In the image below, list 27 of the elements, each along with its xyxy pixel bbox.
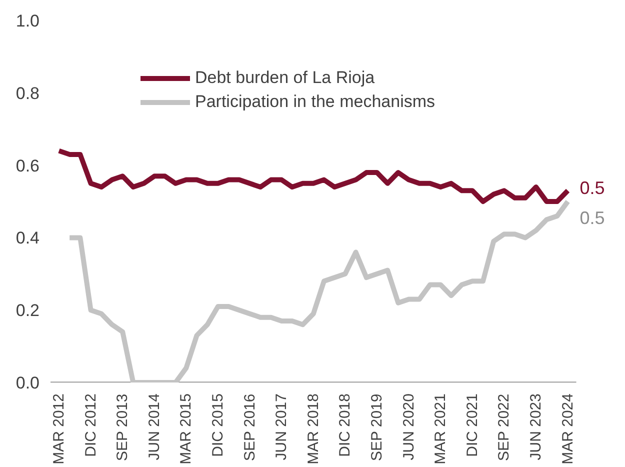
y-tick-label: 0.4	[16, 228, 40, 248]
x-tick-label: MAR 2021	[432, 393, 450, 464]
x-tick-label: JUN 2020	[400, 394, 418, 460]
x-tick-label: SEP 2019	[368, 394, 386, 462]
x-tick-label: JUN 2023	[527, 394, 544, 460]
x-tick-label: SEP 2013	[114, 394, 132, 462]
x-tick-label: DIC 2021	[464, 393, 481, 457]
x-tick-label: MAR 2018	[304, 393, 322, 464]
x-tick-label: DIC 2012	[82, 393, 100, 457]
x-tick-label: SEP 2016	[241, 394, 258, 462]
x-tick-label: JUN 2014	[146, 394, 163, 460]
x-tick-label: MAR 2012	[50, 393, 68, 464]
legend-label: Debt burden of La Rioja	[195, 68, 375, 88]
x-tick-label: SEP 2022	[496, 394, 513, 462]
x-tick-label: MAR 2015	[178, 393, 195, 464]
x-tick-label: DIC 2015	[209, 393, 226, 457]
y-tick-label: 0.2	[16, 301, 40, 320]
y-tick-label: 0.6	[16, 156, 40, 176]
legend-label: Participation in the mechanisms	[195, 92, 436, 112]
x-tick-label: JUN 2017	[273, 394, 290, 460]
y-tick-label: 0.8	[16, 84, 40, 103]
y-tick-label: 1.0	[16, 12, 40, 30]
data-label: 0.5	[580, 208, 605, 228]
data-label: 0.5	[580, 178, 605, 198]
x-tick-label: MAR 2024	[559, 393, 576, 464]
y-tick-label: 0.0	[16, 374, 40, 392]
x-tick-label: DIC 2018	[336, 393, 354, 457]
